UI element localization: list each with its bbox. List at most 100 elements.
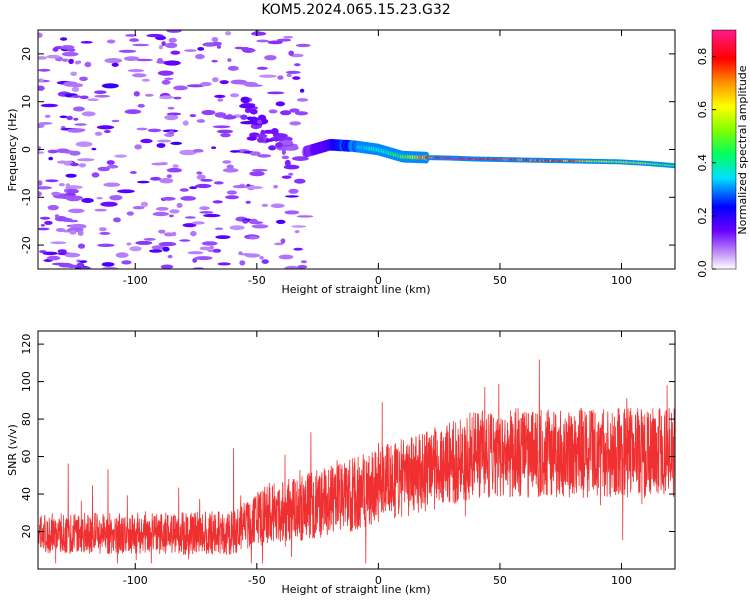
noise-blob: [80, 41, 93, 44]
noise-blob: [87, 98, 99, 102]
noise-blob: [187, 251, 204, 255]
noise-blob: [69, 150, 81, 156]
noise-blob: [276, 219, 286, 224]
noise-blob: [288, 188, 299, 194]
noise-blob: [137, 103, 145, 108]
noise-blob: [39, 250, 47, 254]
noise-blob: [48, 156, 53, 161]
snr-frame: [37, 330, 676, 570]
noise-blob: [159, 162, 168, 166]
noise-blob: [220, 133, 231, 138]
noise-blob: [129, 171, 137, 174]
noise-blob: [211, 41, 222, 46]
noise-blob: [196, 119, 206, 123]
noise-blob: [179, 239, 191, 242]
noise-blob: [71, 86, 80, 92]
noise-blob: [51, 191, 61, 196]
noise-blob: [289, 108, 300, 113]
noise-blob: [47, 204, 59, 211]
noise-blob: [222, 168, 239, 173]
noise-blob: [281, 175, 292, 179]
noise-blob: [38, 123, 45, 129]
noise-blob: [278, 254, 294, 260]
noise-blob: [182, 120, 189, 126]
noise-blob: [171, 231, 177, 237]
noise-blob: [66, 195, 82, 202]
noise-blob: [195, 53, 205, 60]
colorbar-tick-label: 0.4: [696, 154, 709, 172]
noise-blob: [264, 55, 277, 61]
noise-blob: [38, 32, 43, 38]
noise-blob: [184, 216, 196, 219]
noise-blob: [212, 248, 222, 253]
burst-blob: [239, 103, 256, 109]
noise-blob: [38, 78, 44, 83]
noise-blob: [158, 241, 177, 247]
noise-blob: [191, 221, 205, 225]
noise-blob: [133, 91, 140, 97]
y-tick-label: 100: [20, 371, 33, 392]
noise-blob: [280, 110, 292, 116]
noise-blob: [169, 209, 180, 214]
noise-blob: [166, 30, 182, 33]
noise-blob: [219, 80, 229, 85]
noise-blob: [123, 56, 140, 61]
noise-blob: [52, 47, 59, 52]
noise-blob: [127, 69, 145, 73]
noise-blob: [257, 154, 272, 158]
noise-blob: [216, 45, 222, 49]
noise-blob: [267, 40, 283, 45]
noise-blob: [145, 93, 154, 97]
noise-blob: [261, 259, 269, 264]
noise-blob: [38, 68, 51, 72]
burst-blob: [283, 164, 300, 170]
noise-blob: [64, 252, 81, 258]
noise-blob: [285, 195, 299, 198]
noise-blob: [245, 200, 251, 204]
noise-blob: [259, 74, 277, 78]
noise-blob: [152, 211, 169, 217]
noise-blob: [54, 214, 60, 218]
colorbar-tick-label: 0.2: [696, 207, 709, 225]
noise-blob: [248, 218, 259, 225]
noise-blob: [222, 115, 237, 120]
noise-blob: [211, 146, 217, 149]
noise-blob: [180, 196, 196, 201]
noise-blob: [184, 49, 197, 52]
noise-blob: [70, 83, 84, 88]
burst-blob: [284, 159, 291, 167]
x-tick-label: 100: [611, 274, 632, 287]
noise-blob: [292, 76, 301, 80]
burst-blob: [281, 155, 290, 160]
noise-blob: [289, 121, 302, 126]
noise-blob: [244, 81, 258, 87]
noise-blob: [244, 253, 261, 258]
x-tick-label: 50: [493, 274, 507, 287]
noise-blob: [216, 129, 234, 134]
noise-blob: [42, 251, 58, 256]
noise-blob: [97, 166, 111, 172]
noise-blob: [284, 210, 300, 215]
noise-blob: [229, 225, 245, 231]
noise-blob: [168, 37, 177, 43]
noise-blob: [296, 98, 309, 102]
noise-blob: [79, 95, 89, 100]
noise-blob: [118, 49, 137, 53]
noise-blob: [166, 112, 182, 116]
y-tick-label: 60: [20, 450, 33, 464]
noise-blob: [164, 77, 174, 81]
noise-blob: [104, 129, 111, 134]
noise-blob: [256, 39, 270, 43]
x-tick-label: -100: [123, 274, 148, 287]
noise-blob: [40, 216, 51, 220]
noise-blob: [126, 211, 134, 216]
noise-blob: [242, 219, 249, 224]
noise-blob: [47, 149, 59, 154]
noise-blob: [126, 242, 132, 246]
noise-blob: [167, 106, 175, 110]
noise-blob: [249, 171, 265, 177]
noise-blob: [166, 174, 172, 178]
noise-blob: [124, 109, 142, 115]
spectrogram-ylabel: Frequency (Hz): [6, 109, 19, 192]
noise-blob: [226, 190, 237, 195]
